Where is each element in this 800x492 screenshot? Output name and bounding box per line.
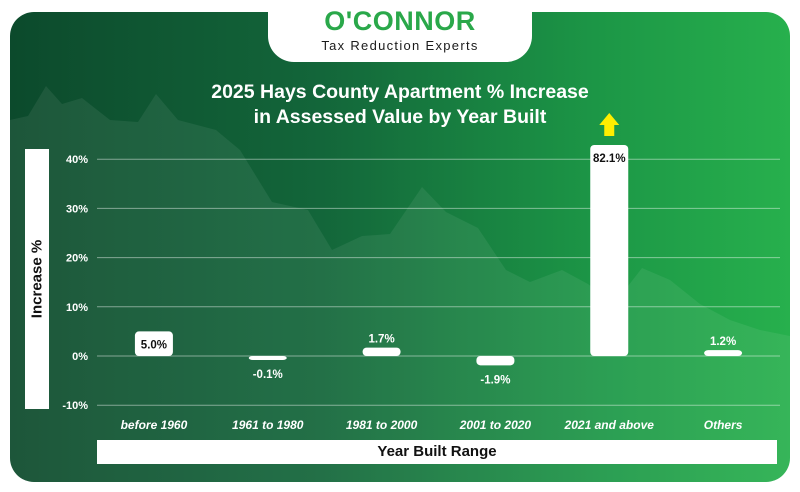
data-label: 1.2% — [710, 336, 736, 348]
up-arrow-icon — [599, 113, 620, 136]
x-tick-label: 1961 to 1980 — [232, 418, 304, 432]
data-label: -1.9% — [480, 374, 510, 386]
y-tick-label: 30% — [66, 203, 88, 215]
data-label: 82.1% — [593, 153, 626, 165]
x-tick-label: 1981 to 2000 — [346, 418, 418, 432]
y-tick-label: 20% — [66, 253, 88, 265]
bar — [248, 356, 287, 360]
logo-wordmark: O'CONNOR — [324, 6, 476, 36]
data-label: 1.7% — [368, 334, 394, 346]
background-decoration — [10, 86, 790, 482]
x-tick-label: 2021 and above — [564, 418, 655, 432]
x-tick-label: 2001 to 2020 — [459, 418, 532, 432]
y-tick-label: 40% — [66, 154, 88, 166]
chart-title-line-2: in Assessed Value by Year Built — [253, 106, 547, 128]
bar — [590, 145, 629, 356]
y-tick-label: 10% — [66, 302, 88, 314]
bar — [476, 356, 515, 366]
y-axis-label: Increase % — [28, 239, 46, 319]
data-label: -0.1% — [253, 369, 283, 381]
y-tick-label: 0% — [72, 351, 88, 363]
chart-card: 40% 30% 20% 10% 0% -10% 5.0% before 1960 -0.1% 19… — [10, 12, 790, 482]
bar — [704, 350, 743, 356]
chart-title: 2025 Hays County Apartment % Increase in… — [150, 80, 650, 130]
y-axis-label-box — [25, 149, 49, 409]
x-axis-label: Year Built Range — [377, 443, 497, 460]
x-tick-label: before 1960 — [121, 418, 188, 432]
logo-tagline: Tax Reduction Experts — [321, 38, 479, 53]
x-axis-label-box — [97, 440, 777, 464]
bar — [134, 331, 173, 356]
bar — [362, 347, 401, 356]
x-tick-label: Others — [704, 418, 743, 432]
logo-tab — [268, 0, 532, 62]
chart-title-line-1: 2025 Hays County Apartment % Increase — [211, 81, 589, 103]
y-tick-label: -10% — [62, 400, 88, 412]
bar-chart: 40% 30% 20% 10% 0% -10% 5.0% before 1960 -0.1% 19… — [10, 86, 790, 482]
data-label: 5.0% — [141, 340, 167, 352]
